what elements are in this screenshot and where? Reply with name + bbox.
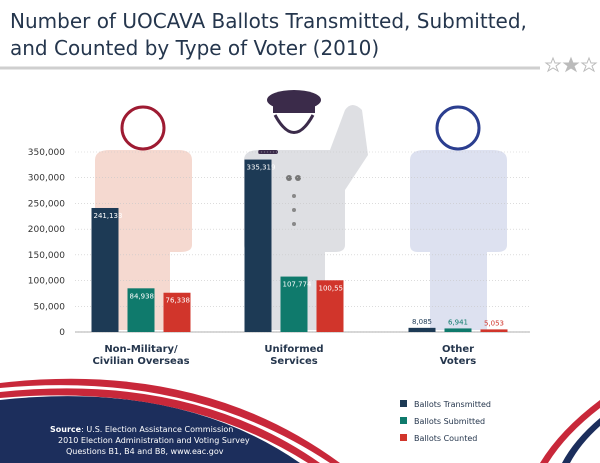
bar [91, 207, 119, 332]
x-tick-line: Non-Military/ [104, 344, 178, 355]
x-tick-line: Voters [440, 356, 477, 367]
source-line: 2010 Election Administration and Voting … [58, 436, 250, 445]
bar [127, 288, 155, 332]
bar [163, 292, 191, 332]
data-label: 335,319 [247, 164, 276, 172]
bar [244, 159, 272, 332]
data-label: 8,085 [412, 318, 432, 326]
y-tick-label: 350,000 [28, 148, 65, 158]
x-tick-label: Uniformed Services [264, 344, 323, 367]
data-label: 5,053 [484, 319, 504, 327]
x-tick-line: Other [442, 344, 474, 355]
y-tick-label: 100,000 [28, 277, 65, 287]
y-tick-label: 0 [59, 328, 65, 338]
bar [444, 328, 472, 332]
bar [408, 327, 436, 332]
x-tick-line: Civilian Overseas [92, 356, 189, 367]
x-tick-line: Uniformed [264, 344, 323, 355]
legend-label: Ballots Counted [414, 434, 477, 443]
bar [280, 276, 308, 332]
y-tick-label: 50,000 [34, 302, 66, 312]
y-tick-label: 300,000 [28, 174, 65, 184]
bar [480, 329, 508, 332]
data-label: 241,133 [94, 212, 123, 220]
stars [544, 56, 598, 73]
other-silhouette [410, 105, 507, 330]
title-line: Number of UOCAVA Ballots Transmitted, Su… [10, 9, 527, 33]
chart-title: Number of UOCAVA Ballots Transmitted, Su… [10, 9, 533, 60]
source: Source: U.S. Election Assistance Commiss… [50, 425, 252, 456]
data-label: 107,774 [283, 281, 312, 289]
y-tick-label: 200,000 [28, 225, 65, 235]
source-line: : U.S. Election Assistance Commission [81, 425, 233, 434]
legend-swatch [400, 400, 407, 407]
y-tick-label: 150,000 [28, 251, 65, 261]
legend-label: Ballots Submitted [414, 417, 485, 426]
data-label: 100,557 [319, 284, 348, 292]
legend-swatch [400, 434, 407, 441]
source-label: Source [50, 425, 82, 434]
source-line: Questions B1, B4 and B8, www.eac.gov [66, 447, 224, 456]
bar [316, 280, 344, 332]
civilian-silhouette [95, 105, 192, 330]
x-tick-label: Non-Military/Civilian Overseas [92, 344, 189, 367]
y-tick-label: 250,000 [28, 199, 65, 209]
legend-label: Ballots Transmitted [414, 400, 491, 409]
data-label: 6,941 [448, 318, 468, 326]
data-label: 84,938 [130, 292, 155, 300]
data-label: 76,338 [166, 297, 191, 305]
flag-swoosh [0, 378, 600, 463]
legend-swatch [400, 417, 407, 424]
title-line: and Counted by Type of Voter (2010) [10, 36, 379, 60]
x-tick-line: Services [270, 356, 318, 367]
x-tick-label: Other Voters [440, 344, 477, 367]
